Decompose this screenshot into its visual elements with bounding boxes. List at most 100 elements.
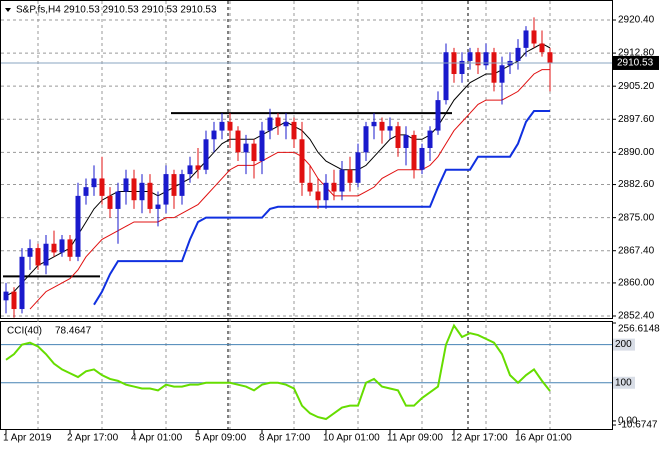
- current-price-label: 2910.53: [617, 58, 654, 69]
- x-tick-label: 16 Apr 01:00: [515, 433, 572, 444]
- y-tick-label: 2875.00: [618, 212, 655, 223]
- level-label-box: [613, 376, 635, 389]
- candle-body: [475, 52, 481, 66]
- candle-body: [379, 121, 385, 131]
- x-tick-label: 5 Apr 09:00: [195, 433, 247, 444]
- candle-body: [435, 100, 441, 131]
- level-label-box: [613, 338, 635, 351]
- y-tick-label: 2852.40: [618, 311, 655, 322]
- y-tick-label: 2882.60: [618, 179, 655, 190]
- candle-body: [75, 195, 81, 257]
- candle-body: [515, 47, 521, 61]
- candle-body: [403, 134, 409, 148]
- candle-body: [531, 30, 537, 44]
- candle-body: [427, 130, 433, 148]
- candle-body: [11, 291, 17, 310]
- candle-body: [131, 178, 137, 201]
- candle-body: [259, 130, 265, 162]
- x-tick-label: 11 Apr 09:00: [387, 433, 443, 444]
- y-tick-label: 2897.60: [618, 114, 655, 125]
- x-tick-label: 12 Apr 17:00: [451, 433, 508, 444]
- candle-body: [27, 248, 33, 257]
- y-tick-label: 2905.20: [618, 81, 655, 92]
- main-panel: [0, 0, 613, 319]
- candle-body: [243, 143, 249, 153]
- candle-body: [195, 165, 201, 170]
- y-tick-label: 256.6148: [618, 324, 660, 335]
- candle-body: [19, 256, 25, 310]
- candle-body: [187, 165, 193, 175]
- cci-title: CCI(40): [7, 326, 42, 337]
- candle-body: [411, 134, 417, 170]
- menu-arrow: [5, 8, 11, 12]
- candle-body: [267, 117, 273, 131]
- cci-line: [5, 323, 551, 421]
- x-tick-label: 8 Apr 17:00: [259, 433, 311, 444]
- cci-value: 78.4647: [55, 326, 92, 337]
- candle-body: [3, 291, 9, 301]
- candle-body: [219, 121, 225, 131]
- candle-body: [171, 174, 177, 196]
- candle-body: [331, 182, 337, 192]
- candle-body: [347, 169, 353, 183]
- indicator-line: [93, 109, 550, 306]
- x-tick-label: 1 Apr 2019: [3, 433, 52, 444]
- candle-body: [43, 243, 49, 266]
- y-tick-label: 100: [615, 377, 632, 388]
- y-tick-label: -10.6747: [618, 420, 658, 431]
- candle-body: [395, 126, 401, 148]
- candle-body: [387, 126, 393, 131]
- x-tick-label: 10 Apr 01:00: [323, 433, 380, 444]
- cci-panel: [0, 321, 613, 430]
- indicator-line: [29, 69, 550, 310]
- candle-body: [307, 182, 313, 192]
- candle-body: [283, 121, 289, 127]
- candle-body: [539, 43, 545, 53]
- candle-body: [115, 191, 121, 209]
- candle-body: [179, 174, 185, 196]
- candle-body: [203, 139, 209, 170]
- candle-body: [67, 239, 73, 257]
- y-tick-label: 2920.40: [618, 15, 655, 26]
- price-label-box: [613, 55, 659, 70]
- candle-body: [251, 143, 257, 162]
- candle-body: [235, 130, 241, 153]
- candle-body: [371, 121, 377, 127]
- candle-body: [467, 52, 473, 61]
- candle-body: [483, 52, 489, 66]
- candle-body: [291, 121, 297, 140]
- candle-body: [211, 130, 217, 140]
- candle-body: [459, 60, 465, 74]
- candle-body: [355, 152, 361, 183]
- candle-body: [315, 191, 321, 201]
- candle-body: [227, 121, 233, 131]
- candle-body: [123, 178, 129, 192]
- y-tick-label: 200: [615, 339, 632, 350]
- candle-body: [35, 248, 41, 266]
- x-tick-label: 2 Apr 17:00: [67, 433, 119, 444]
- x-tick-label: 4 Apr 01:00: [131, 433, 183, 444]
- y-tick-label: 0.00: [618, 416, 638, 427]
- candle-body: [363, 126, 369, 153]
- candle-body: [139, 182, 145, 201]
- candle-body: [91, 178, 97, 188]
- candle-body: [443, 52, 449, 101]
- candle-body: [59, 239, 65, 253]
- candle-body: [419, 147, 425, 170]
- candle-body: [299, 139, 305, 183]
- candle-body: [107, 195, 113, 209]
- y-tick-label: 2860.00: [618, 278, 655, 289]
- candle-body: [163, 174, 169, 205]
- candle-body: [275, 117, 281, 127]
- y-tick-label: 2867.40: [618, 245, 655, 256]
- candle-body: [523, 30, 529, 48]
- candle-body: [323, 182, 329, 201]
- candle-body: [339, 169, 345, 192]
- candle-body: [491, 52, 497, 83]
- chart-title: S&P,fs,H4 2910.53 2910.53 2910.53 2910.5…: [16, 5, 217, 16]
- y-tick-label: 2890.00: [618, 147, 655, 158]
- candle-body: [99, 178, 105, 196]
- y-tick-label: 2912.80: [618, 48, 655, 59]
